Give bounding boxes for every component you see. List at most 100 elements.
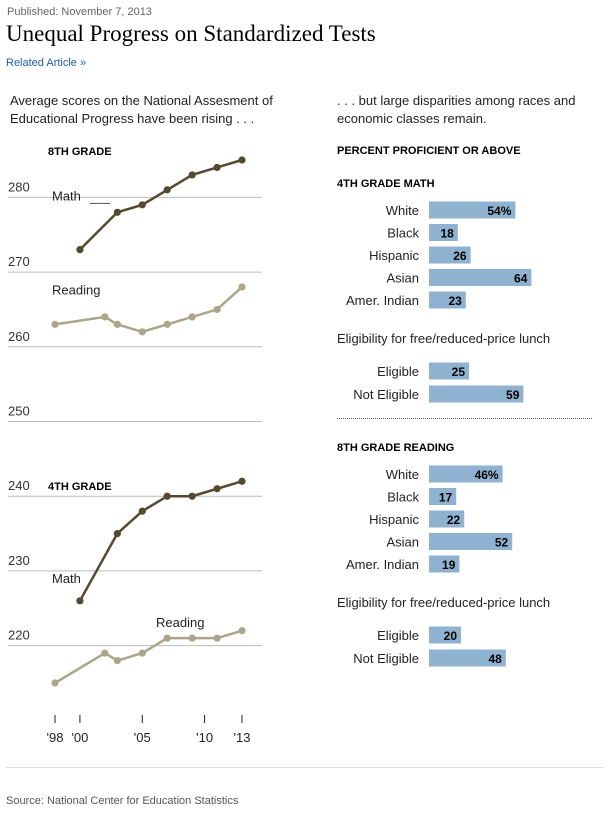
bar-value-label: 22 xyxy=(447,513,461,527)
x-tick-label: '98 xyxy=(47,730,64,745)
data-point xyxy=(113,656,121,665)
data-point xyxy=(51,679,59,687)
data-point xyxy=(101,649,109,657)
bar xyxy=(429,488,457,505)
bar xyxy=(429,269,532,286)
data-point xyxy=(188,634,196,642)
source-note: Source: National Center for Education St… xyxy=(6,795,239,807)
bar-category-label: Eligible xyxy=(377,628,419,643)
bar xyxy=(429,362,469,380)
bar-value-label: 64 xyxy=(514,272,528,286)
data-point xyxy=(188,313,196,321)
bar xyxy=(429,649,506,667)
lunch-eligibility-label: Eligibility for free/reduced-price lunch xyxy=(337,331,550,346)
line-chart: 220 230 240 250 260 270 280 '98 '00 '05 '10 '13 8TH … xyxy=(8,146,262,745)
bar-value-label: 59 xyxy=(506,388,520,402)
bar-value-label: 18 xyxy=(440,227,454,241)
panel-label: 8TH GRADE xyxy=(48,146,112,158)
data-point xyxy=(238,283,246,291)
bar-category-label: Hispanic xyxy=(369,512,419,527)
bar xyxy=(429,626,461,644)
panel-label: 4TH GRADE xyxy=(48,481,112,493)
data-point xyxy=(51,320,59,328)
data-point xyxy=(76,597,84,605)
y-tick-label: 240 xyxy=(8,478,30,493)
series-line-math xyxy=(78,480,243,602)
bar-value-label: 20 xyxy=(444,629,458,643)
data-point xyxy=(163,634,171,642)
data-point xyxy=(213,305,221,314)
series-label: Reading xyxy=(156,615,204,630)
bar-chart-title: PERCENT PROFICIENT OR ABOVE xyxy=(337,145,521,157)
series-line-math xyxy=(79,158,243,251)
bar-category-label: Amer. Indian xyxy=(346,293,419,308)
y-tick-label: 270 xyxy=(8,254,30,269)
bar-chart: PERCENT PROFICIENT OR ABOVE 4TH GRADE MAT… xyxy=(337,145,550,667)
bar-value-label: 19 xyxy=(442,558,456,572)
data-point xyxy=(76,246,84,254)
bar-category-label: Not Eligible xyxy=(353,651,419,666)
bar-category-label: Eligible xyxy=(377,364,419,379)
x-tick-label: '00 xyxy=(71,730,88,745)
bar xyxy=(429,555,460,573)
data-point xyxy=(238,477,246,485)
bar-value-label: 46% xyxy=(475,468,499,482)
data-point xyxy=(113,529,121,538)
bar-value-label: 25 xyxy=(452,365,466,379)
bottom-rule xyxy=(6,767,603,768)
data-point xyxy=(138,328,146,336)
data-point xyxy=(138,649,146,657)
series-label: Math xyxy=(52,188,81,203)
intro-right-text: . . . but large disparities among races … xyxy=(337,93,576,126)
y-tick-label: 250 xyxy=(8,404,30,419)
bar-category-label: Asian xyxy=(386,271,419,286)
bar xyxy=(429,465,503,483)
y-tick-label: 230 xyxy=(8,553,30,568)
y-tick-label: 220 xyxy=(8,628,30,643)
bar-value-label: 48 xyxy=(488,652,502,666)
bar-value-label: 52 xyxy=(495,536,509,550)
series-label: Reading xyxy=(52,282,100,297)
bar-category-label: White xyxy=(386,203,419,218)
y-tick-label: 280 xyxy=(8,179,30,194)
x-tick-label: '10 xyxy=(196,730,213,745)
bar-category-label: White xyxy=(386,467,419,482)
bar-group-label: 8TH GRADE READING xyxy=(337,442,454,454)
data-point xyxy=(188,492,196,500)
bar xyxy=(429,385,524,403)
series-label: Math xyxy=(52,571,81,586)
bar-category-label: Asian xyxy=(386,535,419,550)
x-tick-label: '13 xyxy=(234,730,251,745)
bar-value-label: 26 xyxy=(453,249,467,263)
data-point xyxy=(101,313,109,321)
bar xyxy=(429,224,458,241)
bar-value-label: 54% xyxy=(487,204,511,218)
data-point xyxy=(238,627,246,635)
related-article-link[interactable]: Related Article » xyxy=(6,57,87,69)
bar xyxy=(429,201,516,219)
lunch-eligibility-label: Eligibility for free/reduced-price lunch xyxy=(337,595,550,610)
bar-category-label: Black xyxy=(387,226,419,241)
data-point xyxy=(113,320,121,328)
bar xyxy=(429,291,466,309)
data-point xyxy=(163,492,171,500)
bar xyxy=(429,246,471,264)
bar xyxy=(429,533,513,550)
bar-category-label: Hispanic xyxy=(369,248,419,263)
bar-group-label: 4TH GRADE MATH xyxy=(337,178,435,190)
data-point xyxy=(213,485,221,493)
data-point xyxy=(213,163,221,172)
data-point xyxy=(163,320,171,328)
bar-category-label: Black xyxy=(387,490,419,505)
data-point xyxy=(238,156,246,164)
published-date: Published: November 7, 2013 xyxy=(7,6,152,18)
data-point xyxy=(163,186,171,194)
y-tick-label: 260 xyxy=(8,329,30,344)
section-divider xyxy=(337,418,592,419)
bar-value-label: 17 xyxy=(439,491,453,505)
bar-value-label: 23 xyxy=(448,294,462,308)
data-point xyxy=(113,208,121,216)
data-point xyxy=(138,507,146,515)
data-point xyxy=(188,171,196,179)
page-title: Unequal Progress on Standardized Tests xyxy=(6,21,376,46)
